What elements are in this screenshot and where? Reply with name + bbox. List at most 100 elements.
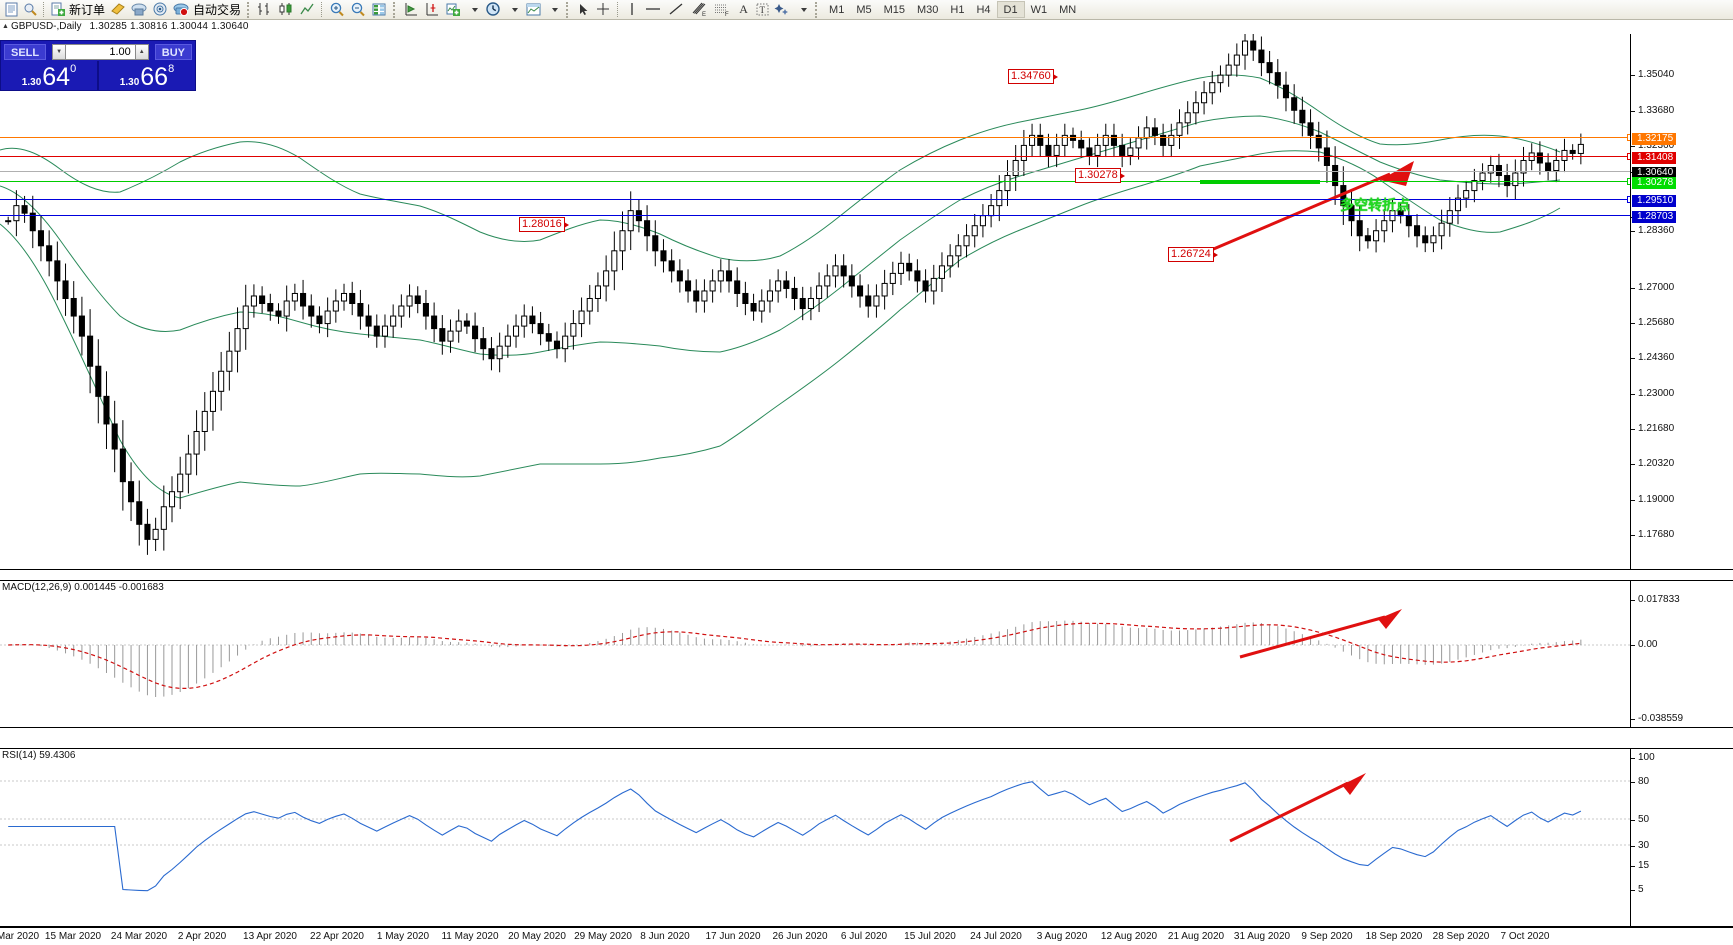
level-handle-orange[interactable] bbox=[1627, 134, 1630, 141]
templates-dropdown-caret[interactable] bbox=[544, 1, 563, 19]
sell-button[interactable]: SELL bbox=[4, 44, 47, 60]
templates-icon[interactable] bbox=[523, 1, 544, 19]
toolbar-grip-4[interactable] bbox=[815, 1, 820, 18]
new-chart-icon[interactable] bbox=[2, 1, 21, 19]
collapse-arrow-icon[interactable]: ▲ bbox=[2, 23, 9, 30]
period-icon[interactable] bbox=[483, 1, 504, 19]
svg-text:F: F bbox=[725, 12, 729, 17]
shapes-dropdown-caret[interactable] bbox=[793, 1, 812, 19]
fibonacci-icon[interactable]: F bbox=[711, 1, 734, 19]
rsi-tick: 100 bbox=[1631, 753, 1655, 763]
trendline-icon[interactable] bbox=[665, 1, 688, 19]
time-axis-label: 24 Jul 2020 bbox=[970, 931, 1022, 942]
level-line-1-28703[interactable] bbox=[0, 215, 1630, 216]
period-dropdown-caret[interactable] bbox=[504, 1, 523, 19]
timeframe-mn[interactable]: MN bbox=[1059, 3, 1077, 16]
level-handle-green[interactable] bbox=[1627, 178, 1630, 185]
price-tag-blue1[interactable]: 1.29510 bbox=[1632, 195, 1677, 207]
volume-input[interactable]: 1.00 bbox=[66, 44, 135, 60]
indicators-icon[interactable] bbox=[443, 1, 464, 19]
text-label-icon[interactable]: T bbox=[753, 1, 772, 19]
terminal-icon[interactable] bbox=[129, 1, 150, 19]
rsi-plot-area[interactable] bbox=[0, 749, 1630, 926]
autotrading-label[interactable]: 自动交易 bbox=[193, 3, 242, 17]
macd-pane[interactable]: MACD(12,26,9) 0.001445 -0.001683 0.01783… bbox=[0, 580, 1733, 728]
signals-icon[interactable] bbox=[150, 1, 171, 19]
price-tag-orange[interactable]: 1.32175 bbox=[1632, 133, 1677, 145]
rsi-tick: 15 bbox=[1631, 861, 1649, 871]
sell-price[interactable]: 1.30 64 0 bbox=[1, 61, 99, 91]
toolbar-grip[interactable] bbox=[247, 1, 252, 18]
candlestick-chart-icon[interactable] bbox=[276, 1, 297, 19]
toolbar-grip-3[interactable] bbox=[566, 1, 571, 18]
data-window-icon[interactable] bbox=[369, 1, 390, 19]
symbol-name: GBPUSD-,Daily bbox=[10, 21, 82, 32]
level-handle-red[interactable] bbox=[1627, 153, 1630, 160]
macd-axis[interactable]: 0.017833 0.00 -0.038559 bbox=[1630, 581, 1733, 727]
macd-plot-area[interactable] bbox=[0, 581, 1630, 727]
chart-shift-icon[interactable] bbox=[401, 1, 422, 19]
chinese-annotation[interactable]: 多空转折点 bbox=[1340, 198, 1410, 214]
shapes-icon[interactable] bbox=[772, 1, 793, 19]
timeframe-m5[interactable]: M5 bbox=[856, 3, 872, 16]
new-order-label[interactable]: 新订单 bbox=[69, 3, 106, 17]
buy-price[interactable]: 1.30 66 8 bbox=[99, 61, 195, 91]
timeframe-m15[interactable]: M15 bbox=[883, 3, 905, 16]
line-chart-icon[interactable] bbox=[297, 1, 318, 19]
level-handle-blue[interactable] bbox=[1627, 196, 1630, 203]
auto-scroll-icon[interactable] bbox=[422, 1, 443, 19]
trade-panel-controls: SELL ▼ 1.00 ▲ BUY bbox=[1, 41, 195, 61]
volume-decrease-icon[interactable]: ▼ bbox=[52, 44, 67, 60]
cursor-icon[interactable] bbox=[574, 1, 593, 19]
equidistant-channel-icon[interactable]: E bbox=[688, 1, 711, 19]
rsi-tick: 30 bbox=[1631, 841, 1649, 851]
price-tick: 1.20320 bbox=[1631, 459, 1674, 469]
horizontal-line-icon[interactable] bbox=[642, 1, 665, 19]
text-icon[interactable]: A bbox=[739, 2, 748, 16]
price-pane[interactable]: 1.35040 1.33680 1.32360 1.31000 1.29680 … bbox=[0, 34, 1733, 570]
time-axis-label: 12 Aug 2020 bbox=[1100, 931, 1158, 942]
price-tag-green[interactable]: 1.30278 bbox=[1632, 177, 1677, 189]
zoom-in-icon[interactable] bbox=[327, 1, 348, 19]
callout-low[interactable]: 1.26724 bbox=[1168, 247, 1218, 262]
level-line-1-29510[interactable] bbox=[0, 199, 1630, 200]
level-line-1-30278[interactable] bbox=[0, 181, 1630, 182]
indicators-dropdown-caret[interactable] bbox=[464, 1, 483, 19]
metaeditor-icon[interactable] bbox=[108, 1, 129, 19]
crosshair-icon[interactable] bbox=[593, 1, 614, 19]
price-tag-blue2[interactable]: 1.28703 bbox=[1632, 211, 1677, 223]
price-plot-area[interactable] bbox=[0, 34, 1630, 569]
zoom-out-icon[interactable] bbox=[348, 1, 369, 19]
autotrading-icon[interactable] bbox=[171, 1, 192, 19]
bar-chart-icon[interactable] bbox=[255, 1, 276, 19]
toolbar-grip-2[interactable] bbox=[393, 1, 398, 18]
level-line-1-31408[interactable] bbox=[0, 156, 1630, 157]
profiles-icon[interactable] bbox=[21, 1, 40, 19]
vertical-line-icon[interactable] bbox=[623, 1, 642, 19]
timeframe-m1[interactable]: M1 bbox=[829, 3, 845, 16]
price-tick: 1.28360 bbox=[1631, 226, 1674, 236]
price-axis[interactable]: 1.35040 1.33680 1.32360 1.31000 1.29680 … bbox=[1630, 34, 1733, 569]
callout-support[interactable]: 1.28016 bbox=[519, 217, 569, 232]
rsi-axis[interactable]: 100 80 50 30 15 5 bbox=[1630, 749, 1733, 926]
candlestick-series bbox=[0, 34, 1584, 555]
one-click-trading-panel[interactable]: SELL ▼ 1.00 ▲ BUY 1.30 64 0 1.30 66 8 bbox=[0, 40, 196, 91]
callout-high[interactable]: 1.34760 bbox=[1008, 69, 1058, 84]
level-line-1-32175[interactable] bbox=[0, 137, 1630, 138]
price-tag-red[interactable]: 1.31408 bbox=[1632, 152, 1677, 164]
chart-window[interactable]: ▲ GBPUSD-,Daily 1.30285 1.30816 1.30044 … bbox=[0, 20, 1733, 945]
callout-mid[interactable]: 1.30278 bbox=[1075, 168, 1125, 183]
timeframe-h1[interactable]: H1 bbox=[950, 3, 965, 16]
timeframe-d1[interactable]: D1 bbox=[996, 1, 1025, 18]
rsi-pane[interactable]: RSI(14) 59.4306 100 80 50 30 15 5 bbox=[0, 748, 1733, 927]
rsi-tick: 80 bbox=[1631, 777, 1649, 787]
timeframe-w1[interactable]: W1 bbox=[1030, 3, 1048, 16]
time-axis[interactable]: Mar 2020 15 Mar 2020 24 Mar 2020 2 Apr 2020… bbox=[0, 927, 1733, 945]
timeframe-h4[interactable]: H4 bbox=[976, 3, 991, 16]
timeframe-m30[interactable]: M30 bbox=[917, 3, 939, 16]
volume-increase-icon[interactable]: ▲ bbox=[134, 44, 149, 60]
price-tick: 1.23000 bbox=[1631, 389, 1674, 399]
buy-button[interactable]: BUY bbox=[154, 44, 192, 60]
new-order-icon[interactable] bbox=[49, 1, 68, 19]
volume-stepper[interactable]: ▼ 1.00 ▲ bbox=[52, 44, 149, 60]
